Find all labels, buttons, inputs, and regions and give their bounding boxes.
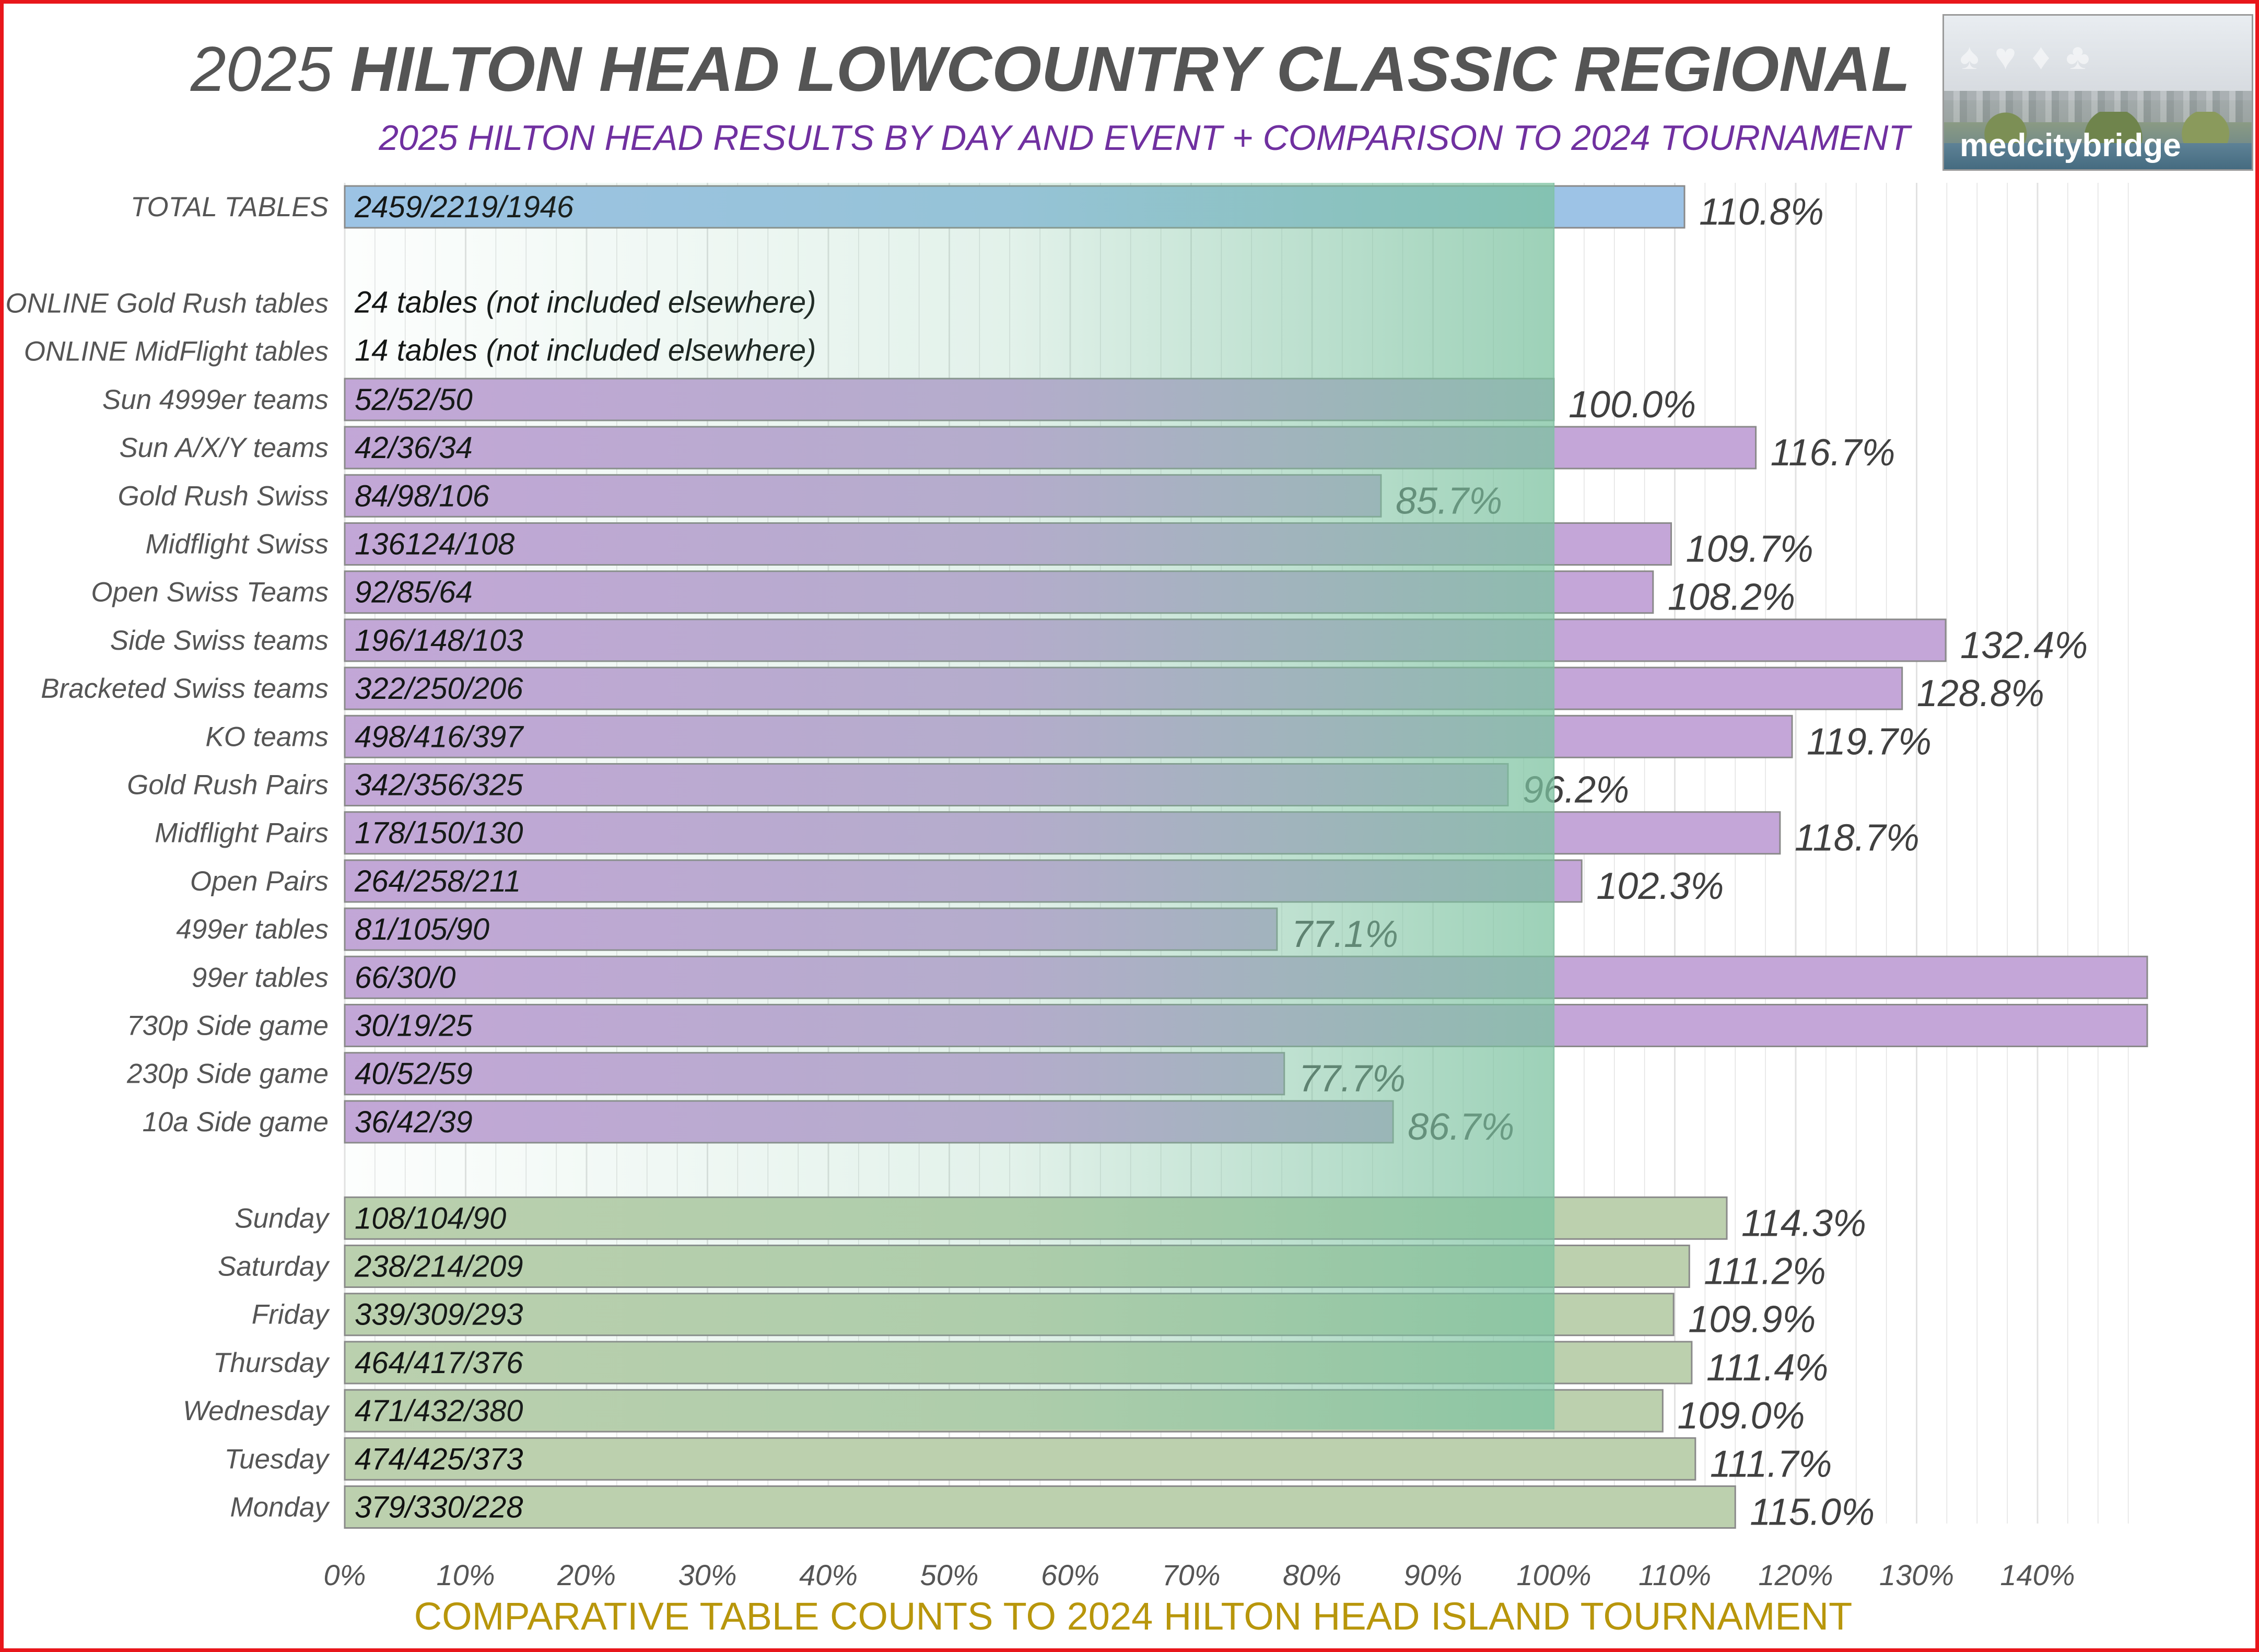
category-label: 230p Side game <box>126 1059 329 1089</box>
category-label: Friday <box>252 1299 331 1330</box>
data-label: 111.4% <box>1706 1347 1829 1389</box>
category-label: 10a Side game <box>142 1107 329 1138</box>
category-label: 730p Side game <box>127 1011 329 1041</box>
category-label: Side Swiss teams <box>110 625 329 656</box>
bar <box>344 1437 1696 1481</box>
x-tick-label: 90% <box>1403 1559 1462 1591</box>
category-label: ONLINE Gold Rush tables <box>5 288 329 319</box>
category-label: Saturday <box>218 1251 331 1282</box>
category-label: Sun 4999er teams <box>102 384 329 415</box>
category-label: Open Swiss Teams <box>91 577 329 608</box>
title-year: 2025 <box>190 33 333 104</box>
data-label: 110.8% <box>1699 191 1824 233</box>
category-label: Bracketed Swiss teams <box>41 673 329 704</box>
data-label: 109.7% <box>1686 529 1813 570</box>
logo-card-motif: ♠ ♥ ♦ ♣ <box>1960 37 2093 77</box>
x-tick-label: 40% <box>799 1559 858 1591</box>
category-label: Tuesday <box>225 1444 331 1474</box>
x-tick-label: 20% <box>557 1559 616 1591</box>
category-label: Sun A/X/Y teams <box>119 432 329 463</box>
reference-band <box>345 183 1554 1430</box>
x-tick-label: 140% <box>2000 1559 2075 1591</box>
logo-water <box>1944 143 2252 169</box>
title-event: HILTON HEAD LOWCOUNTRY CLASSIC REGIONAL <box>350 33 1910 104</box>
category-label: TOTAL TABLES <box>131 192 329 222</box>
x-tick-label: 0% <box>324 1559 366 1591</box>
logo-trees <box>1944 112 2252 148</box>
category-label: Sunday <box>235 1203 330 1234</box>
data-label: 109.9% <box>1688 1299 1816 1341</box>
x-tick-label: 50% <box>920 1559 978 1591</box>
category-label: Open Pairs <box>190 866 329 897</box>
bar-chart-svg: TOTAL TABLES2459/2219/1946110.8%ONLINE G… <box>5 183 2148 1591</box>
chart-title: 2025 HILTON HEAD LOWCOUNTRY CLASSIC REGI… <box>4 32 1910 106</box>
x-tick-label: 60% <box>1041 1559 1099 1591</box>
x-tick-label: 30% <box>678 1559 736 1591</box>
data-label: 111.2% <box>1704 1251 1826 1293</box>
x-axis-title: COMPARATIVE TABLE COUNTS TO 2024 HILTON … <box>414 1595 1853 1638</box>
category-label: 499er tables <box>176 914 329 945</box>
bar <box>344 1485 1736 1529</box>
category-label: 99er tables <box>192 962 329 993</box>
bar-counts-label: 474/425/373 <box>355 1442 523 1476</box>
category-label: Midflight Swiss <box>146 529 329 560</box>
category-label: ONLINE MidFlight tables <box>24 336 329 367</box>
category-label: Monday <box>230 1492 330 1523</box>
data-label: 102.3% <box>1596 865 1724 907</box>
x-tick-label: 70% <box>1162 1559 1220 1591</box>
data-label: 100.0% <box>1569 384 1696 426</box>
data-label: 118.7% <box>1795 817 1919 859</box>
data-label: 114.3% <box>1741 1202 1866 1244</box>
data-label: 116.7% <box>1771 432 1895 474</box>
data-label: 109.0% <box>1677 1395 1805 1437</box>
chart-subtitle: 2025 HILTON HEAD RESULTS BY DAY AND EVEN… <box>379 118 1910 158</box>
category-label: Gold Rush Swiss <box>118 481 329 511</box>
data-label: 108.2% <box>1668 577 1795 618</box>
x-tick-label: 80% <box>1283 1559 1341 1591</box>
data-label: 128.8% <box>1917 673 2044 714</box>
logo-sky <box>1944 16 2252 100</box>
category-label: Wednesday <box>183 1396 330 1426</box>
data-label: 132.4% <box>1960 625 2088 666</box>
data-label: 111.7% <box>1710 1443 1832 1485</box>
x-tick-label: 120% <box>1758 1559 1833 1591</box>
x-tick-label: 110% <box>1638 1559 1711 1591</box>
bar-counts-label: 379/330/228 <box>355 1491 523 1525</box>
data-label: 115.0% <box>1750 1492 1875 1533</box>
data-label: 119.7% <box>1807 721 1932 763</box>
x-tick-label: 130% <box>1879 1559 1954 1591</box>
category-label: Midflight Pairs <box>155 818 329 849</box>
category-label: Gold Rush Pairs <box>127 770 329 801</box>
x-tick-label: 100% <box>1516 1559 1591 1591</box>
medcitybridge-logo: ♠ ♥ ♦ ♣ medcitybridge <box>1942 14 2253 171</box>
category-label: Thursday <box>213 1348 330 1378</box>
x-tick-label: 10% <box>436 1559 495 1591</box>
logo-brand-text: medcitybridge <box>1960 127 2181 163</box>
category-label: KO teams <box>205 721 329 752</box>
